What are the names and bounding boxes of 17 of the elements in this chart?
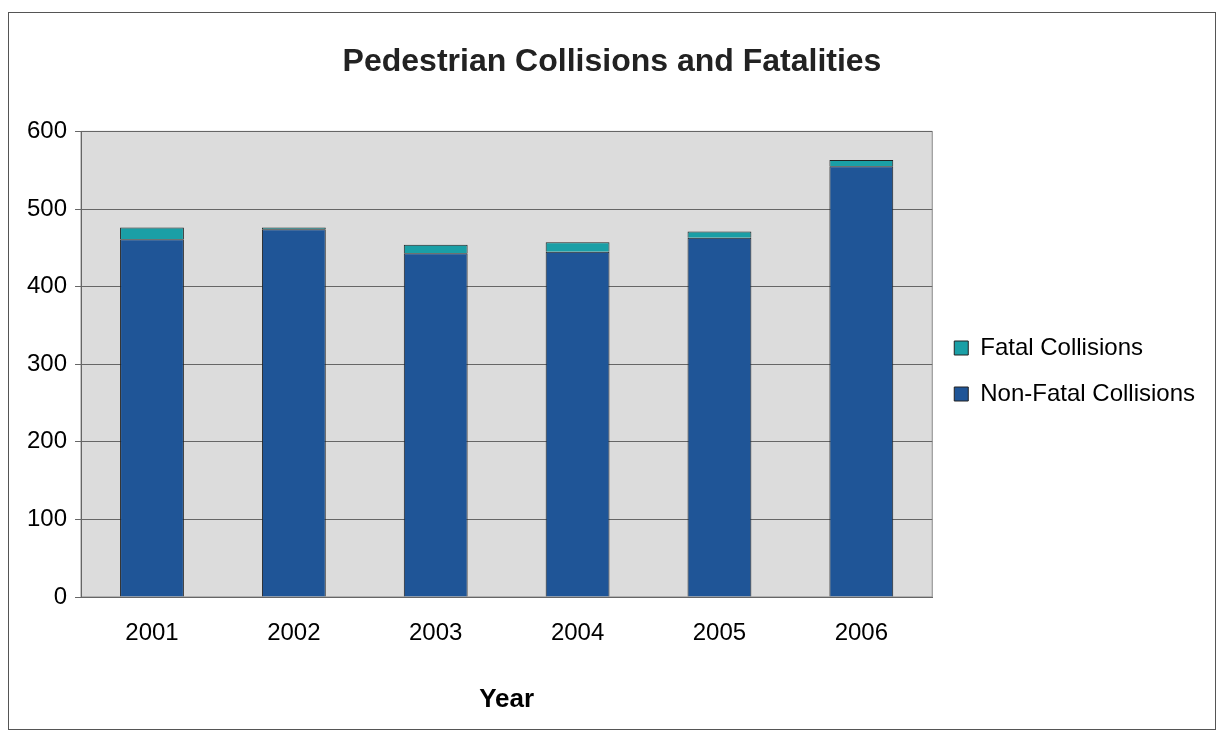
y-tick-label: 100 xyxy=(27,504,68,532)
y-tick-label: 200 xyxy=(27,426,68,454)
chart-title: Pedestrian Collisions and Fatalities xyxy=(342,42,882,79)
x-tick-label: 2005 xyxy=(692,618,747,646)
y-tick-label: 400 xyxy=(27,271,68,299)
y-tick-label: 300 xyxy=(27,348,68,376)
legend-label: Non-Fatal Collisions xyxy=(980,378,1195,406)
x-tick-label: 2002 xyxy=(267,618,321,646)
y-tick-label: 600 xyxy=(27,116,68,144)
legend-label: Fatal Collisions xyxy=(980,332,1143,360)
x-tick-label: 2006 xyxy=(834,618,889,646)
y-tick-label: 0 xyxy=(53,581,68,609)
x-tick-label: 2001 xyxy=(125,618,179,646)
x-tick-label: 2003 xyxy=(409,618,463,646)
x-tick-label: 2004 xyxy=(550,618,605,646)
y-tick-label: 500 xyxy=(27,193,68,221)
x-axis-title: Year xyxy=(479,682,535,713)
